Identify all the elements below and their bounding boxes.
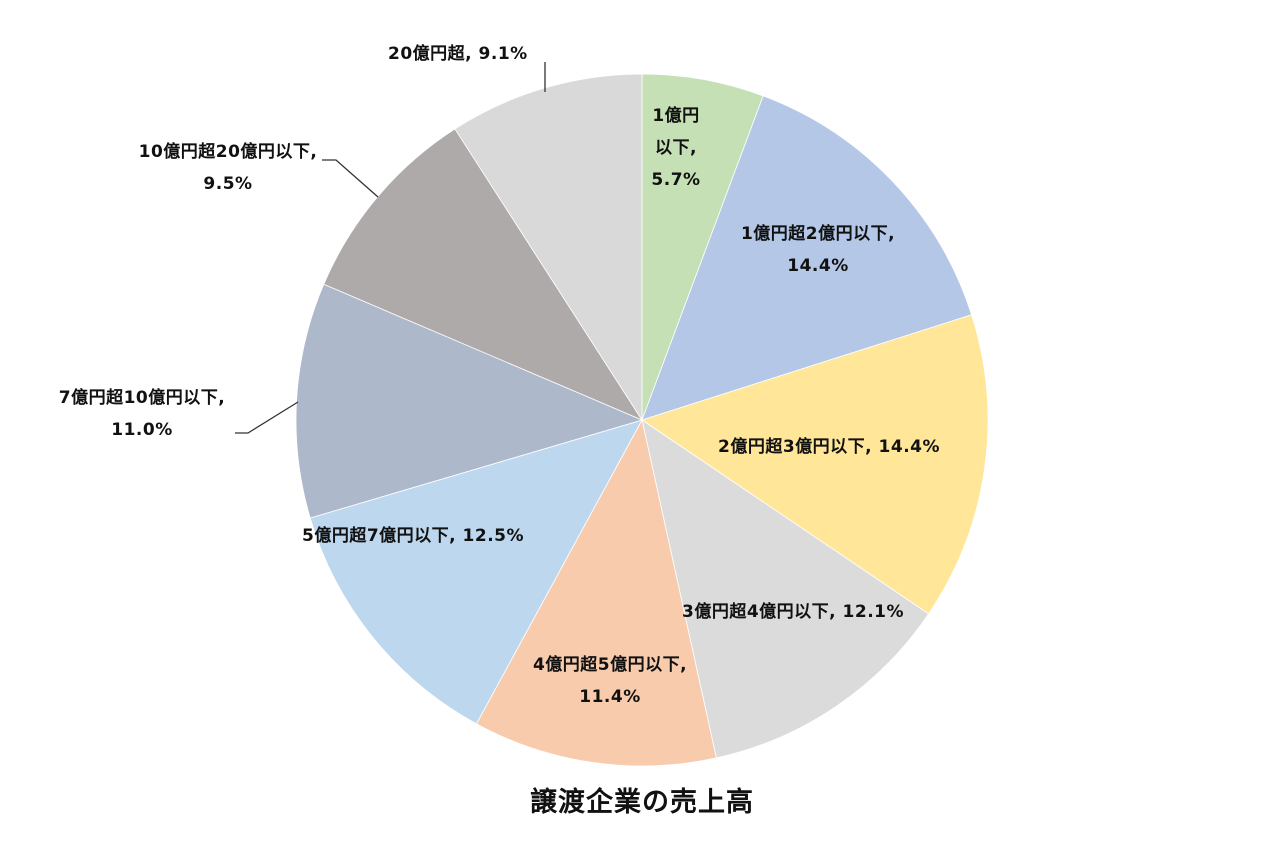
pie-slice (295, 283, 644, 519)
chart-title: 譲渡企業の売上高 (530, 787, 754, 818)
data-label-10-20oku: 10億円超20億円以下, 9.5% (108, 136, 348, 200)
label-line: 7億円超10億円以下, (58, 388, 226, 408)
label-line: 5億円超7億円以下, 12.5% (302, 526, 525, 546)
data-label-7-10oku: 7億円超10億円以下, 11.0% (22, 382, 262, 446)
data-label-4-5oku: 4億円超5億円以下, 11.4% (495, 649, 725, 713)
label-line: 11.4% (579, 687, 641, 707)
label-line: 2億円超3億円以下, 14.4% (718, 437, 941, 457)
data-label-1-2oku: 1億円超2億円以下, 14.4% (708, 218, 928, 282)
data-label-1oku-ika: 1億円 以下, 5.7% (640, 100, 712, 196)
pie-slice (641, 314, 989, 615)
label-line: 10億円超20億円以下, (138, 142, 318, 162)
label-line: 20億円超, 9.1% (388, 44, 528, 64)
label-line: 1億円超2億円以下, (740, 224, 896, 244)
pie-slices (295, 73, 989, 767)
label-line: 1億円 (652, 106, 700, 126)
data-label-20oku-cho: 20億円超, 9.1% (388, 38, 588, 70)
data-label-3-4oku: 3億円超4億円以下, 12.1% (682, 596, 972, 628)
leader-line-7-10oku (235, 401, 299, 434)
label-line: 3億円超4億円以下, 12.1% (682, 602, 905, 622)
leader-line-10-20oku (322, 159, 379, 198)
label-line: 4億円超5億円以下, (532, 655, 688, 675)
label-line: 5.7% (651, 170, 701, 190)
data-label-5-7oku: 5億円超7億円以下, 12.5% (302, 520, 592, 552)
label-line: 11.0% (111, 420, 173, 440)
label-line: 以下, (655, 138, 697, 158)
pie-slice (641, 95, 973, 421)
data-label-2-3oku: 2億円超3億円以下, 14.4% (718, 431, 1008, 463)
pie-slice (641, 419, 930, 759)
label-line: 14.4% (787, 256, 849, 276)
label-line: 9.5% (203, 174, 253, 194)
pie-slice (309, 419, 643, 725)
leader-lines (235, 62, 546, 434)
pie-slice (475, 418, 717, 767)
